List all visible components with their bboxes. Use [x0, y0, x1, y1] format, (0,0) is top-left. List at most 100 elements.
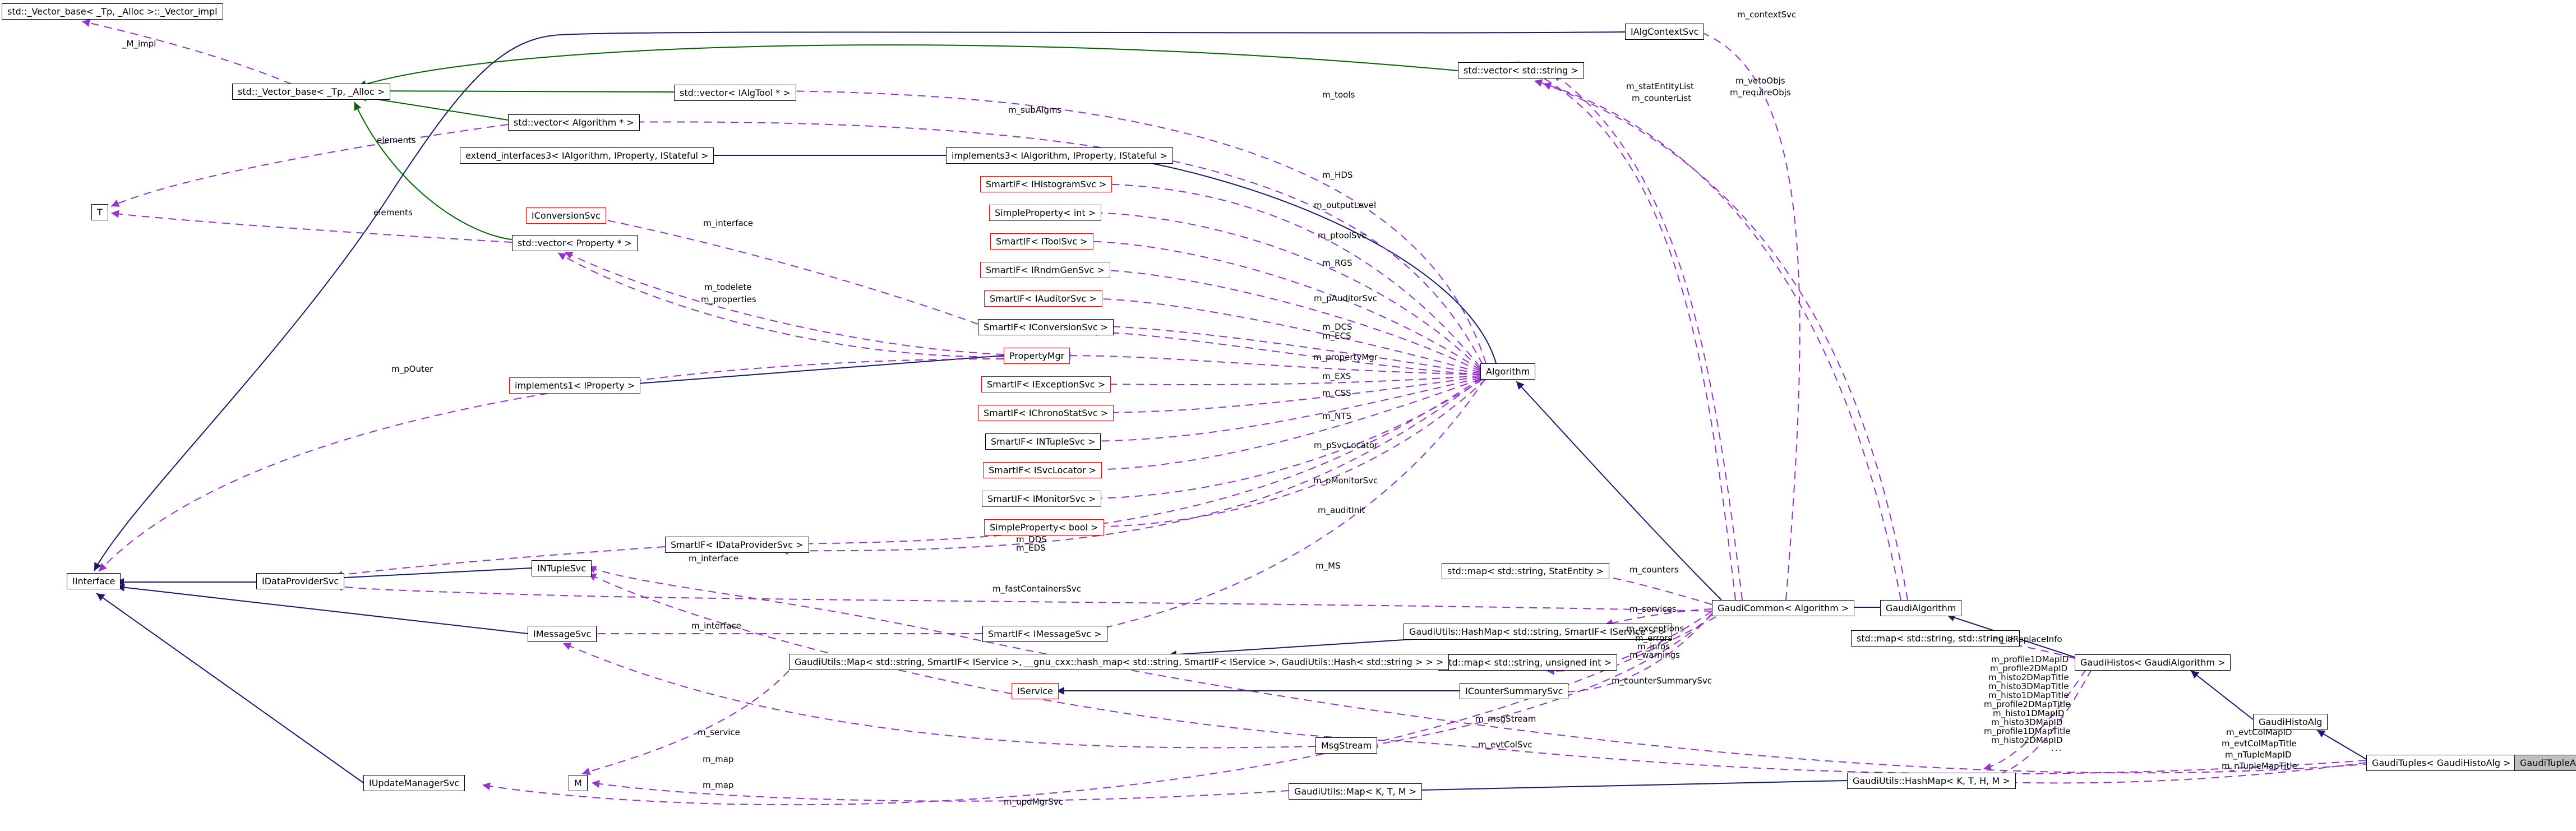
node-t[interactable]: T — [91, 204, 108, 220]
node-vector-property[interactable]: std::vector< Property * > — [512, 235, 638, 251]
node-smartif-isvclocator[interactable]: SmartIF< ISvcLocator > — [983, 462, 1102, 478]
edge-label-ellipsis: ... — [2051, 743, 2063, 753]
edge-label-m-histo1dmapid: m_histo1DMapID — [1993, 708, 2065, 718]
node-icountersummarysvc[interactable]: ICounterSummarySvc — [1460, 683, 1569, 699]
node-smartif-intuplesvc[interactable]: SmartIF< INTupleSvc > — [985, 433, 1101, 450]
edge-label-m-subalgms: m_subAlgms — [1008, 105, 1062, 115]
edge-label-m-ntuplemapid: m_nTupleMapID — [2225, 750, 2292, 760]
node-smartif-ihistogramsvc[interactable]: SmartIF< IHistogramSvc > — [980, 176, 1112, 192]
edge-label-m-outputlevel: m_outputLevel — [1314, 200, 1377, 210]
edge-label-m-todelete: m_todelete — [704, 282, 752, 292]
node-gaudialgorithm[interactable]: GaudiAlgorithm — [1880, 600, 1962, 616]
edge-label-m-exs: m_EXS — [1322, 371, 1351, 381]
node-iservice[interactable]: IService — [1012, 683, 1059, 699]
edge-label-m-evtcolsvc: m_evtColSvc — [1478, 740, 1532, 750]
edge-label-m-ms: m_MS — [1315, 561, 1341, 571]
node-hashmap-services[interactable]: GaudiUtils::HashMap< std::string, SmartI… — [1404, 624, 1672, 640]
edge-label-m-contextsvc: m_contextSvc — [1737, 10, 1797, 20]
node-smartif-imonitorsvc[interactable]: SmartIF< IMonitorSvc > — [982, 491, 1102, 507]
node-idataprovidersvc[interactable]: IDataProviderSvc — [256, 573, 345, 589]
edge-label-m-map-2: m_map — [703, 780, 734, 790]
edge-label-m-rgs: m_RGS — [1322, 258, 1352, 268]
node-gaudituples[interactable]: GaudiTuples< GaudiHistoAlg > — [2366, 755, 2517, 771]
node-extend-interfaces3[interactable]: extend_interfaces3< IAlgorithm, IPropert… — [460, 147, 714, 164]
node-intuplesvc[interactable]: INTupleSvc — [532, 560, 592, 576]
edge-label-m-warnings: m_warnings — [1629, 650, 1680, 660]
edge-label-m-interface-msg: m_interface — [691, 621, 742, 631]
edge-label-m-propertymgr: m_propertyMgr — [1313, 352, 1378, 362]
node-vector-base[interactable]: std::_Vector_base< _Tp, _Alloc > — [232, 84, 391, 100]
edge-label-m-nts: m_NTS — [1322, 411, 1352, 421]
edge-label-m-histo2dmaptitle: m_histo2DMapTitle — [1988, 672, 2069, 682]
edge-label-m-updmgrsvc: m_updMgrSvc — [1004, 797, 1063, 807]
edge-label-m-css: m_CSS — [1322, 388, 1351, 398]
edge-label-m-countersummarysvc: m_counterSummarySvc — [1612, 676, 1712, 686]
node-vector-ialgtool[interactable]: std::vector< IAlgTool * > — [674, 85, 796, 101]
edge-label-m-evtcolmaptitle: m_evtColMapTitle — [2222, 738, 2297, 749]
edge-label-m-tools: m_tools — [1322, 90, 1355, 100]
edge-label-m-impl: _M_impl — [122, 39, 156, 49]
node-m[interactable]: M — [569, 775, 588, 791]
edge-label-m-ptoolsvc: m_ptoolSvc — [1318, 230, 1367, 241]
node-map-uint[interactable]: std::map< std::string, unsigned int > — [1438, 654, 1618, 671]
node-vector-algorithm[interactable]: std::vector< Algorithm * > — [508, 114, 640, 131]
node-smartif-iauditorsvc[interactable]: SmartIF< IAuditorSvc > — [984, 290, 1102, 307]
node-simpleproperty-int[interactable]: SimpleProperty< int > — [989, 205, 1102, 221]
edge-label-m-ntuplemaptitle: m_nTupleMapTitle — [2222, 761, 2297, 771]
edge-label-m-errors: m_errors — [1635, 633, 1673, 643]
node-smartif-itoolsvc[interactable]: SmartIF< IToolSvc > — [990, 233, 1093, 250]
node-gaudihistoalg[interactable]: GaudiHistoAlg — [2253, 714, 2328, 730]
node-imessagesvc[interactable]: IMessageSvc — [528, 626, 597, 642]
node-implements1[interactable]: implements1< IProperty > — [509, 377, 641, 394]
edge-label-m-auditinit: m_auditInit — [1318, 505, 1365, 515]
node-iconversionsvc[interactable]: IConversionSvc — [526, 207, 606, 224]
node-gaudicommon[interactable]: GaudiCommon< Algorithm > — [1712, 600, 1855, 616]
node-smartif-iconversionsvc[interactable]: SmartIF< IConversionSvc > — [978, 319, 1114, 335]
node-iupdatemanagersvc[interactable]: IUpdateManagerSvc — [363, 775, 465, 791]
edge-label-m-services: m_services — [1629, 604, 1677, 614]
node-map-string-string[interactable]: std::map< std::string, std::string > — [1851, 630, 2020, 647]
edge-label-m-histo1dmaptitle: m_histo1DMapTitle — [1988, 690, 2069, 700]
edge-label-m-msgstream: m_msgStream — [1475, 714, 1536, 724]
node-gaudihistos[interactable]: GaudiHistos< GaudiAlgorithm > — [2075, 654, 2231, 671]
edge-label-m-interface-dp: m_interface — [689, 553, 739, 564]
edge-label-m-properties: m_properties — [701, 294, 756, 304]
edge-label-elements-2: elements — [373, 207, 413, 218]
edge-label-m-counters: m_counters — [1629, 565, 1679, 575]
node-gaudiutils-hashmap-kthm[interactable]: GaudiUtils::HashMap< K, T, H, M > — [1847, 773, 2016, 789]
edge-label-m-idreplaceinfo: m_idReplaceInfo — [1993, 634, 2062, 644]
edge-label-m-hds: m_HDS — [1322, 170, 1353, 180]
node-vector-string[interactable]: std::vector< std::string > — [1458, 62, 1584, 79]
node-smartif-iexceptionsvc[interactable]: SmartIF< IExceptionSvc > — [981, 376, 1111, 393]
edge-label-m-exceptions: m_exceptions — [1626, 624, 1684, 634]
node-gaudiutils-map-services[interactable]: GaudiUtils::Map< std::string, SmartIF< I… — [789, 654, 1449, 670]
node-gaudituplealg: GaudiTupleAlg — [2514, 755, 2576, 771]
edge-label-m-histo3dmapid: m_histo3DMapID — [1991, 717, 2063, 727]
node-smartif-idataprovidersvc[interactable]: SmartIF< IDataProviderSvc > — [665, 537, 809, 553]
node-gaudiutils-map-ktm[interactable]: GaudiUtils::Map< K, T, M > — [1289, 783, 1423, 800]
node-vector-impl[interactable]: std::_Vector_base< _Tp, _Alloc >::_Vecto… — [2, 3, 223, 20]
node-implements3[interactable]: implements3< IAlgorithm, IProperty, ISta… — [946, 147, 1173, 164]
node-iinterface[interactable]: IInterface — [67, 573, 121, 589]
edge-label-m-fastcontainerssvc: m_fastContainersSvc — [992, 584, 1082, 594]
node-smartif-imessagesvc[interactable]: SmartIF< IMessageSvc > — [982, 626, 1107, 642]
edge-label-m-profile1dmapid: m_profile1DMapID — [1991, 654, 2069, 664]
edge-label-m-pmonitorsvc: m_pMonitorSvc — [1313, 475, 1378, 486]
node-propertymgr[interactable]: PropertyMgr — [1004, 348, 1070, 364]
node-simpleproperty-bool[interactable]: SimpleProperty< bool > — [984, 519, 1104, 535]
node-ialgcontextsvc[interactable]: IAlgContextSvc — [1625, 24, 1705, 40]
node-smartif-ichronostatsvc[interactable]: SmartIF< IChronoStatSvc > — [978, 405, 1114, 421]
edge-label-m-counterlist: m_counterList — [1632, 93, 1692, 103]
edge-label-m-interface-conv: m_interface — [703, 218, 754, 228]
node-algorithm[interactable]: Algorithm — [1480, 363, 1536, 380]
node-msgstream[interactable]: MsgStream — [1315, 737, 1378, 754]
edge-label-m-profile2dmapid: m_profile2DMapID — [1990, 663, 2068, 673]
edge-label-m-psvclocator: m_pSvcLocator — [1314, 440, 1378, 450]
node-smartif-irndmgensvc[interactable]: SmartIF< IRndmGenSvc > — [980, 262, 1110, 278]
edge-label-m-pauditorsvc: m_pAuditorSvc — [1314, 293, 1377, 303]
edge-label-m-dds: m_DDS — [1016, 534, 1047, 544]
edge-label-elements-1: elements — [377, 135, 416, 145]
edge-label-m-service: m_service — [698, 727, 740, 737]
node-map-statentity[interactable]: std::map< std::string, StatEntity > — [1442, 563, 1609, 579]
